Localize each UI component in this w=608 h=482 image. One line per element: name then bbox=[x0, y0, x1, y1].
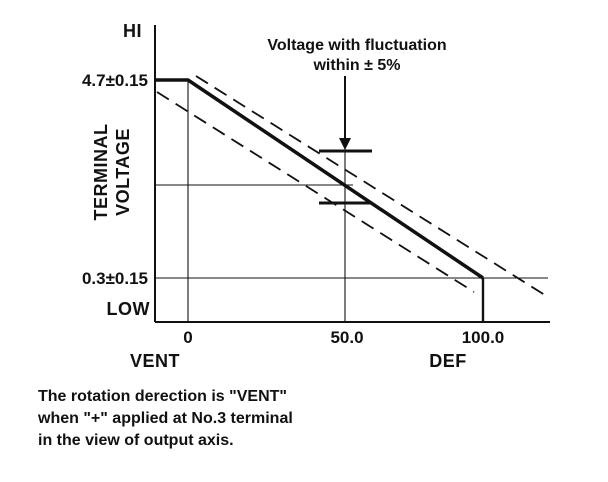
y-value-bottom-label: 0.3±0.15 bbox=[82, 269, 148, 288]
caption-line-3: in the view of output axis. bbox=[38, 432, 234, 449]
nominal-voltage-line bbox=[155, 78, 484, 280]
y-axis-title-line2: VOLTAGE bbox=[113, 128, 133, 216]
x-tick-100: 100.0 bbox=[462, 328, 505, 347]
annotation-arrow-head-icon bbox=[339, 138, 351, 150]
y-axis-low-label: LOW bbox=[107, 299, 151, 319]
y-axis-title-line1: TERMINAL bbox=[91, 124, 111, 221]
x-tick-50: 50.0 bbox=[330, 328, 363, 347]
x-axis-vent-label: VENT bbox=[130, 351, 180, 371]
y-axis-hi-label: HI bbox=[123, 21, 142, 41]
upper-tolerance-line bbox=[195, 75, 549, 298]
x-tick-0: 0 bbox=[183, 328, 192, 347]
annotation-line2: within ± 5% bbox=[312, 57, 400, 74]
caption-line-1: The rotation derection is "VENT" bbox=[38, 388, 287, 405]
annotation-line1: Voltage with fluctuation bbox=[267, 37, 446, 54]
caption: The rotation derection is "VENT" when "+… bbox=[38, 386, 293, 452]
caption-line-2: when "+" applied at No.3 terminal bbox=[38, 410, 293, 427]
x-axis-def-label: DEF bbox=[429, 351, 467, 371]
lower-tolerance-line bbox=[156, 91, 475, 293]
y-value-top-label: 4.7±0.15 bbox=[82, 71, 148, 90]
